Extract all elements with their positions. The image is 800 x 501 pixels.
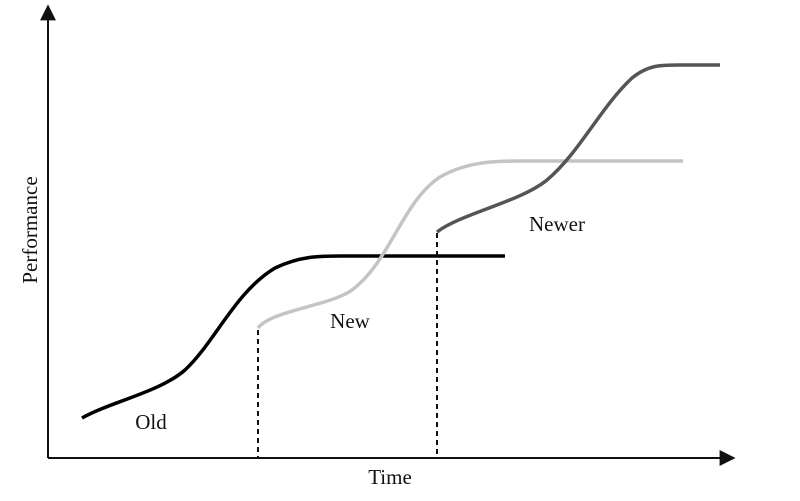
old-curve xyxy=(81,254,505,420)
new-curve xyxy=(256,159,683,330)
curve-label: Newer xyxy=(529,212,585,236)
y-axis-label: Performance xyxy=(18,176,42,283)
x-axis-label: Time xyxy=(368,465,412,489)
newer-curve xyxy=(435,63,720,234)
curve-label: Old xyxy=(135,410,167,434)
curve-label: New xyxy=(330,309,370,333)
